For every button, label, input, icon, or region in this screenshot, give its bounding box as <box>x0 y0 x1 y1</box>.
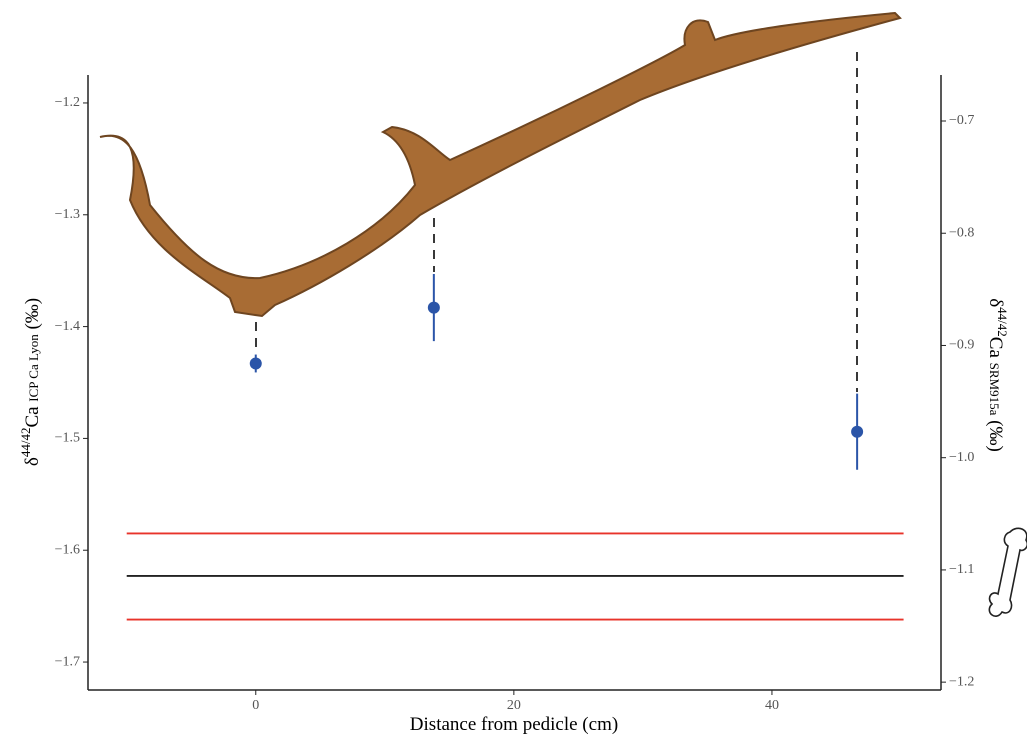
y-label-sup: 44/42 <box>18 428 33 458</box>
y-axis-label: δ44/42Ca ICP Ca Lyon (‰) <box>18 298 43 466</box>
y2-tick-label: −1.0 <box>949 450 974 465</box>
data-point <box>427 301 440 314</box>
y-label-suffix: (‰) <box>22 298 43 334</box>
y2-tick-label: −1.1 <box>949 562 974 577</box>
y2-tick-label: −0.8 <box>949 225 974 240</box>
antler-illustration <box>99 11 902 318</box>
y-tick-label: −1.4 <box>55 319 80 334</box>
y-tick-label: −1.7 <box>55 654 80 669</box>
y-tick-label: −1.5 <box>55 431 80 446</box>
data-point <box>851 425 864 438</box>
y2-label-sup: 44/42 <box>995 307 1010 337</box>
y2-tick-label: −0.7 <box>949 113 974 128</box>
y2-tick-label: −0.9 <box>949 338 974 353</box>
data-point <box>249 357 262 370</box>
y2-label-sub: SRM915a <box>987 363 1002 416</box>
y-tick-label: −1.6 <box>55 542 80 557</box>
x-tick-label: 40 <box>765 698 779 713</box>
y2-label-prefix: δ <box>985 298 1006 307</box>
bone-icon <box>988 527 1027 617</box>
y2-tick-label: −1.2 <box>949 674 974 689</box>
y-label-prefix: δ <box>22 457 43 466</box>
x-axis-label: Distance from pedicle (cm) <box>410 714 618 735</box>
y-label-sub: ICP Ca Lyon <box>26 334 41 402</box>
y-tick-label: −1.2 <box>55 95 80 110</box>
y2-label-suffix: (‰) <box>985 415 1006 451</box>
x-tick-label: 20 <box>507 698 521 713</box>
y-tick-label: −1.3 <box>55 207 80 222</box>
y2-axis-label: δ44/42Ca SRM915a (‰) <box>985 298 1010 452</box>
y-label-main: Ca <box>22 402 43 428</box>
connectors <box>255 52 858 392</box>
x-tick-label: 0 <box>252 698 259 713</box>
y2-label-main: Ca <box>985 337 1006 363</box>
